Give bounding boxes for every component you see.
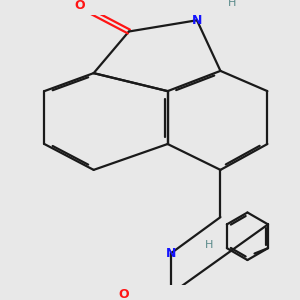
Text: N: N <box>192 14 202 27</box>
Text: O: O <box>119 289 130 300</box>
Text: N: N <box>166 247 176 260</box>
Text: O: O <box>74 0 85 12</box>
Text: H: H <box>228 0 236 8</box>
Text: H: H <box>205 240 213 250</box>
